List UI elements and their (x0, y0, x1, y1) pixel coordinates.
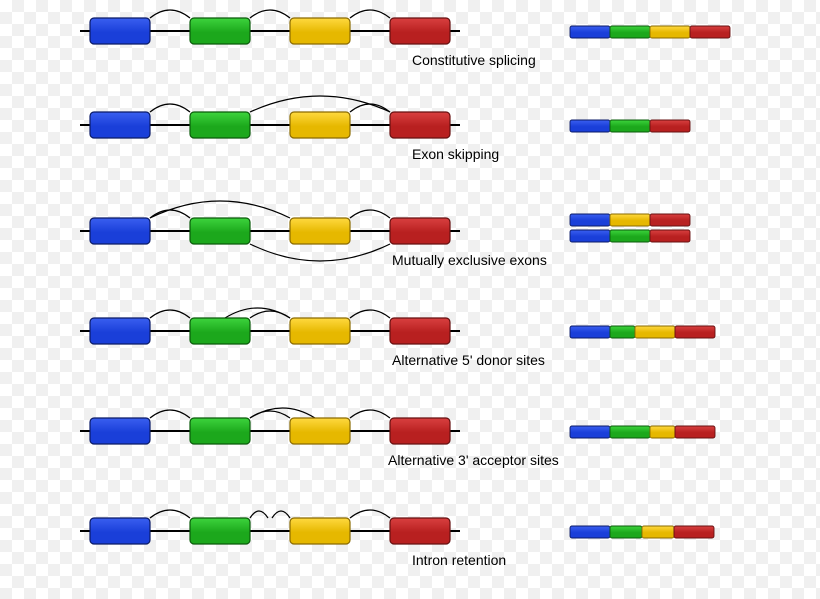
exon-blue (90, 218, 150, 244)
exon-blue (90, 518, 150, 544)
splice-arc (350, 410, 390, 418)
product-seg-green (610, 120, 650, 132)
splice-arc (250, 511, 268, 518)
product-seg-red (650, 120, 690, 132)
product-seg-blue (570, 230, 610, 242)
product-seg-blue (570, 214, 610, 226)
product-seg-red (675, 426, 715, 438)
exon-red (390, 112, 450, 138)
product-seg-green (610, 230, 650, 242)
exon-green (190, 18, 250, 44)
splice-arc (250, 244, 390, 261)
splicing-type-label: Mutually exclusive exons (392, 252, 547, 268)
splice-arc (272, 511, 290, 518)
exon-red (390, 218, 450, 244)
splice-arc (150, 510, 190, 518)
exon-yellow (290, 218, 350, 244)
exon-yellow (290, 18, 350, 44)
exon-green (190, 318, 250, 344)
splice-arc (150, 201, 290, 218)
product-seg-green (610, 326, 635, 338)
exon-blue (90, 418, 150, 444)
exon-blue (90, 318, 150, 344)
splice-arc (150, 104, 190, 112)
splicing-type-label: Intron retention (412, 552, 506, 568)
product-seg-green (610, 26, 650, 38)
splicing-diagram (0, 0, 820, 599)
splicing-type-label: Constitutive splicing (412, 52, 536, 68)
product-seg-blue (570, 326, 610, 338)
splice-arc (350, 104, 390, 112)
exon-red (390, 318, 450, 344)
product-seg-red (650, 214, 690, 226)
product-seg-yellow (650, 426, 675, 438)
exon-red (390, 518, 450, 544)
product-seg-blue (570, 120, 610, 132)
exon-red (390, 418, 450, 444)
splice-arc (150, 310, 190, 318)
exon-red (390, 18, 450, 44)
exon-blue (90, 18, 150, 44)
exon-yellow (290, 112, 350, 138)
exon-green (190, 112, 250, 138)
splice-arc (350, 210, 390, 218)
exon-yellow (290, 318, 350, 344)
product-seg-yellow (610, 214, 650, 226)
product-seg-yellow (635, 326, 675, 338)
product-seg-red (650, 230, 690, 242)
exon-green (190, 518, 250, 544)
exon-green (190, 218, 250, 244)
exon-yellow (290, 418, 350, 444)
product-seg-red (674, 526, 714, 538)
splicing-type-label: Alternative 5' donor sites (392, 352, 545, 368)
product-seg-blue (570, 426, 610, 438)
product-seg-blue (570, 26, 610, 38)
exon-blue (90, 112, 150, 138)
product-seg-yellow (650, 26, 690, 38)
exon-yellow (290, 518, 350, 544)
product-seg-red (690, 26, 730, 38)
splicing-type-label: Exon skipping (412, 146, 499, 162)
splice-arc (150, 410, 190, 418)
product-seg-green (610, 426, 650, 438)
splice-arc (350, 510, 390, 518)
product-seg-red (675, 326, 715, 338)
product-seg-green (610, 526, 642, 538)
exon-green (190, 418, 250, 444)
splice-arc (350, 310, 390, 318)
splice-arc (150, 10, 190, 18)
splice-arc (150, 210, 190, 218)
splice-arc (250, 10, 290, 18)
product-seg-blue (570, 526, 610, 538)
product-seg-yellow (642, 526, 674, 538)
splice-arc (350, 10, 390, 18)
splice-arc (250, 311, 290, 318)
splicing-type-label: Alternative 3' acceptor sites (388, 452, 559, 468)
splice-arc (250, 408, 315, 418)
